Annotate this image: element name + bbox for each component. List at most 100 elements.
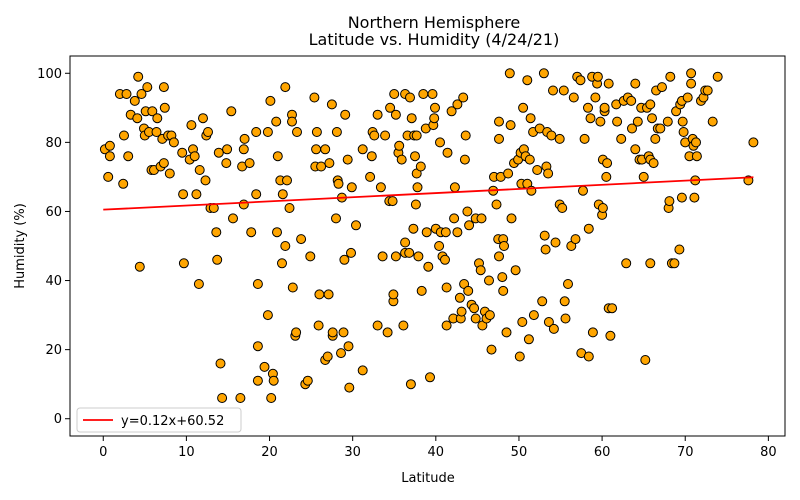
data-point: [463, 285, 474, 296]
data-point: [538, 68, 549, 79]
data-point: [272, 227, 282, 238]
data-point: [707, 116, 718, 127]
data-point: [525, 113, 536, 124]
data-point: [104, 140, 115, 151]
data-point: [612, 116, 623, 127]
data-point: [583, 351, 594, 362]
data-point: [365, 171, 376, 182]
data-point: [133, 71, 144, 82]
legend: y=0.12x+60.52: [76, 407, 242, 433]
data-point: [198, 113, 208, 124]
data-point: [390, 109, 401, 120]
data-point: [456, 306, 467, 317]
data-point: [186, 120, 197, 131]
data-point: [575, 75, 586, 86]
data-point: [563, 279, 573, 289]
regression-line: [103, 176, 754, 211]
chart-title-line-1: Northern Hemisphere: [348, 13, 521, 32]
data-point: [246, 227, 257, 238]
data-point: [630, 144, 641, 155]
data-point: [222, 144, 233, 155]
data-point: [405, 379, 416, 390]
data-point: [650, 133, 661, 144]
data-point: [645, 258, 656, 269]
data-point: [200, 175, 211, 186]
data-point: [537, 296, 548, 307]
data-point: [607, 303, 618, 314]
data-point: [158, 158, 169, 169]
data-point: [103, 171, 114, 182]
data-point: [554, 133, 565, 144]
data-point: [434, 241, 445, 251]
data-point: [655, 123, 666, 134]
data-point: [323, 289, 334, 300]
data-point: [602, 158, 613, 169]
data-point: [435, 137, 445, 148]
data-point: [458, 92, 469, 103]
data-point: [440, 227, 451, 238]
data-point: [346, 247, 356, 258]
data-point: [583, 102, 593, 113]
data-point: [178, 189, 189, 200]
data-point: [287, 282, 298, 293]
data-point: [662, 116, 673, 127]
data-point: [404, 247, 415, 258]
data-point: [277, 189, 288, 200]
data-point: [168, 137, 179, 148]
data-point: [331, 127, 342, 137]
legend-box: [76, 407, 242, 433]
data-point: [678, 127, 689, 137]
data-point: [212, 254, 223, 265]
x-tick-label: 20: [261, 445, 278, 460]
data-point: [406, 113, 417, 124]
plot-frame: [69, 55, 786, 437]
data-point: [548, 323, 559, 334]
data-point: [408, 223, 419, 234]
data-point: [605, 330, 616, 341]
data-point: [268, 375, 279, 386]
y-tick-label: 80: [45, 136, 62, 151]
data-point: [252, 341, 263, 352]
data-point: [123, 151, 134, 162]
data-point: [452, 99, 463, 110]
data-point: [425, 372, 435, 383]
y-tick-label: 100: [37, 67, 62, 82]
data-point: [416, 285, 427, 296]
data-point: [677, 116, 688, 127]
data-point: [136, 89, 147, 99]
data-point: [665, 71, 676, 82]
data-point: [252, 375, 263, 386]
data-point: [712, 71, 723, 82]
data-point: [142, 82, 153, 93]
data-point: [405, 92, 415, 103]
data-point: [441, 320, 452, 331]
data-point: [151, 127, 162, 137]
data-point: [484, 275, 494, 286]
data-point: [390, 251, 401, 262]
data-point: [504, 68, 515, 79]
data-point: [452, 227, 463, 238]
data-point: [342, 154, 353, 165]
data-point: [494, 116, 504, 127]
data-point: [394, 140, 405, 151]
data-point: [528, 310, 539, 321]
data-point: [132, 113, 143, 124]
data-point: [119, 130, 129, 141]
data-point: [491, 199, 502, 210]
data-point: [587, 327, 598, 338]
data-point: [460, 130, 471, 141]
data-point: [280, 82, 291, 93]
data-point: [559, 296, 570, 307]
data-point: [640, 355, 651, 365]
data-point: [689, 192, 700, 203]
x-tick-label: 80: [760, 445, 777, 460]
data-point: [548, 85, 558, 96]
data-point: [686, 78, 697, 89]
data-point: [380, 130, 391, 141]
data-point: [506, 213, 517, 224]
data-point: [324, 158, 335, 169]
y-tick-label: 20: [45, 343, 62, 358]
data-point: [262, 310, 273, 321]
data-point: [647, 113, 657, 124]
x-tick-label: 70: [677, 445, 694, 460]
